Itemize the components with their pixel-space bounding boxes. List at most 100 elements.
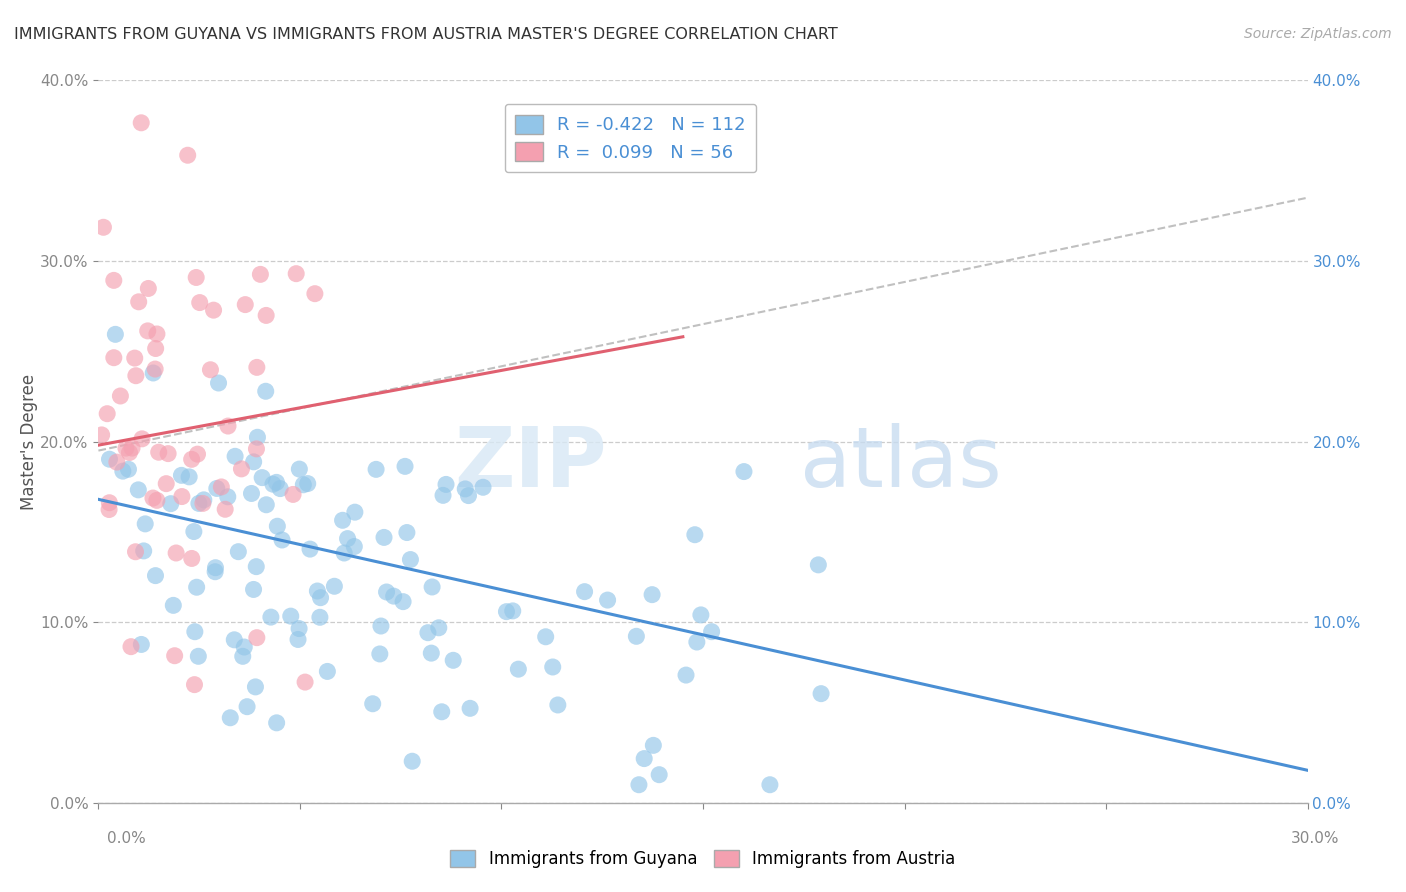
Point	[434, 477, 457, 491]
Point	[245, 680, 267, 694]
Point	[146, 326, 169, 341]
Point	[93, 220, 115, 235]
Point	[686, 635, 709, 649]
Point	[627, 778, 650, 792]
Point	[260, 610, 283, 624]
Point	[266, 519, 288, 533]
Point	[392, 594, 415, 608]
Point	[280, 609, 302, 624]
Point	[233, 640, 256, 654]
Point	[395, 525, 418, 540]
Point	[103, 351, 125, 365]
Point	[145, 342, 167, 356]
Point	[232, 649, 254, 664]
Point	[254, 498, 277, 512]
Point	[297, 476, 319, 491]
Point	[304, 286, 326, 301]
Point	[266, 475, 288, 490]
Point	[165, 546, 187, 560]
Point	[98, 502, 121, 516]
Point	[262, 477, 284, 491]
Point	[117, 462, 139, 476]
Point	[204, 565, 226, 579]
Point	[186, 580, 208, 594]
Point	[240, 486, 263, 500]
Text: 0.0%: 0.0%	[107, 831, 146, 846]
Point	[245, 559, 267, 574]
Point	[458, 701, 481, 715]
Point	[146, 493, 169, 508]
Point	[236, 699, 259, 714]
Point	[128, 294, 150, 309]
Point	[214, 502, 236, 516]
Point	[574, 584, 596, 599]
Point	[180, 551, 202, 566]
Point	[170, 468, 193, 483]
Point	[155, 476, 177, 491]
Point	[254, 309, 277, 323]
Point	[246, 631, 269, 645]
Point	[187, 496, 209, 510]
Point	[394, 459, 416, 474]
Point	[399, 552, 422, 566]
Point	[332, 513, 354, 527]
Point	[188, 295, 211, 310]
Point	[375, 585, 398, 599]
Point	[287, 632, 309, 647]
Point	[131, 637, 153, 651]
Point	[336, 532, 359, 546]
Text: ZIP: ZIP	[454, 423, 606, 504]
Point	[180, 452, 202, 467]
Point	[683, 527, 706, 541]
Point	[159, 497, 181, 511]
Point	[205, 482, 228, 496]
Text: 30.0%: 30.0%	[1291, 831, 1339, 846]
Point	[207, 376, 229, 390]
Point	[96, 407, 118, 421]
Point	[294, 675, 316, 690]
Point	[309, 610, 332, 624]
Point	[641, 588, 664, 602]
Point	[401, 754, 423, 768]
Point	[217, 490, 239, 504]
Point	[246, 430, 269, 444]
Point	[118, 445, 141, 459]
Point	[176, 148, 198, 162]
Text: IMMIGRANTS FROM GUYANA VS IMMIGRANTS FROM AUSTRIA MASTER'S DEGREE CORRELATION CH: IMMIGRANTS FROM GUYANA VS IMMIGRANTS FRO…	[14, 27, 838, 42]
Point	[120, 640, 142, 654]
Point	[231, 462, 253, 476]
Point	[191, 496, 214, 510]
Point	[250, 470, 273, 484]
Point	[454, 482, 477, 496]
Point	[163, 648, 186, 663]
Point	[269, 482, 291, 496]
Point	[626, 629, 648, 643]
Point	[132, 544, 155, 558]
Point	[370, 619, 392, 633]
Point	[98, 496, 121, 510]
Point	[124, 545, 146, 559]
Legend: R = -0.422   N = 112, R =  0.099   N = 56: R = -0.422 N = 112, R = 0.099 N = 56	[505, 103, 756, 172]
Point	[288, 462, 311, 476]
Point	[136, 324, 159, 338]
Point	[281, 487, 304, 501]
Point	[508, 662, 530, 676]
Point	[186, 270, 208, 285]
Point	[271, 533, 294, 547]
Point	[224, 632, 246, 647]
Point	[648, 767, 671, 781]
Point	[228, 544, 250, 558]
Point	[131, 432, 153, 446]
Point	[111, 464, 134, 478]
Point	[219, 711, 242, 725]
Point	[432, 488, 454, 502]
Point	[90, 428, 112, 442]
Point	[170, 490, 193, 504]
Point	[373, 530, 395, 544]
Point	[246, 360, 269, 375]
Point	[98, 452, 121, 467]
Point	[249, 268, 271, 282]
Point	[121, 441, 143, 455]
Point	[299, 542, 322, 557]
Point	[127, 483, 149, 497]
